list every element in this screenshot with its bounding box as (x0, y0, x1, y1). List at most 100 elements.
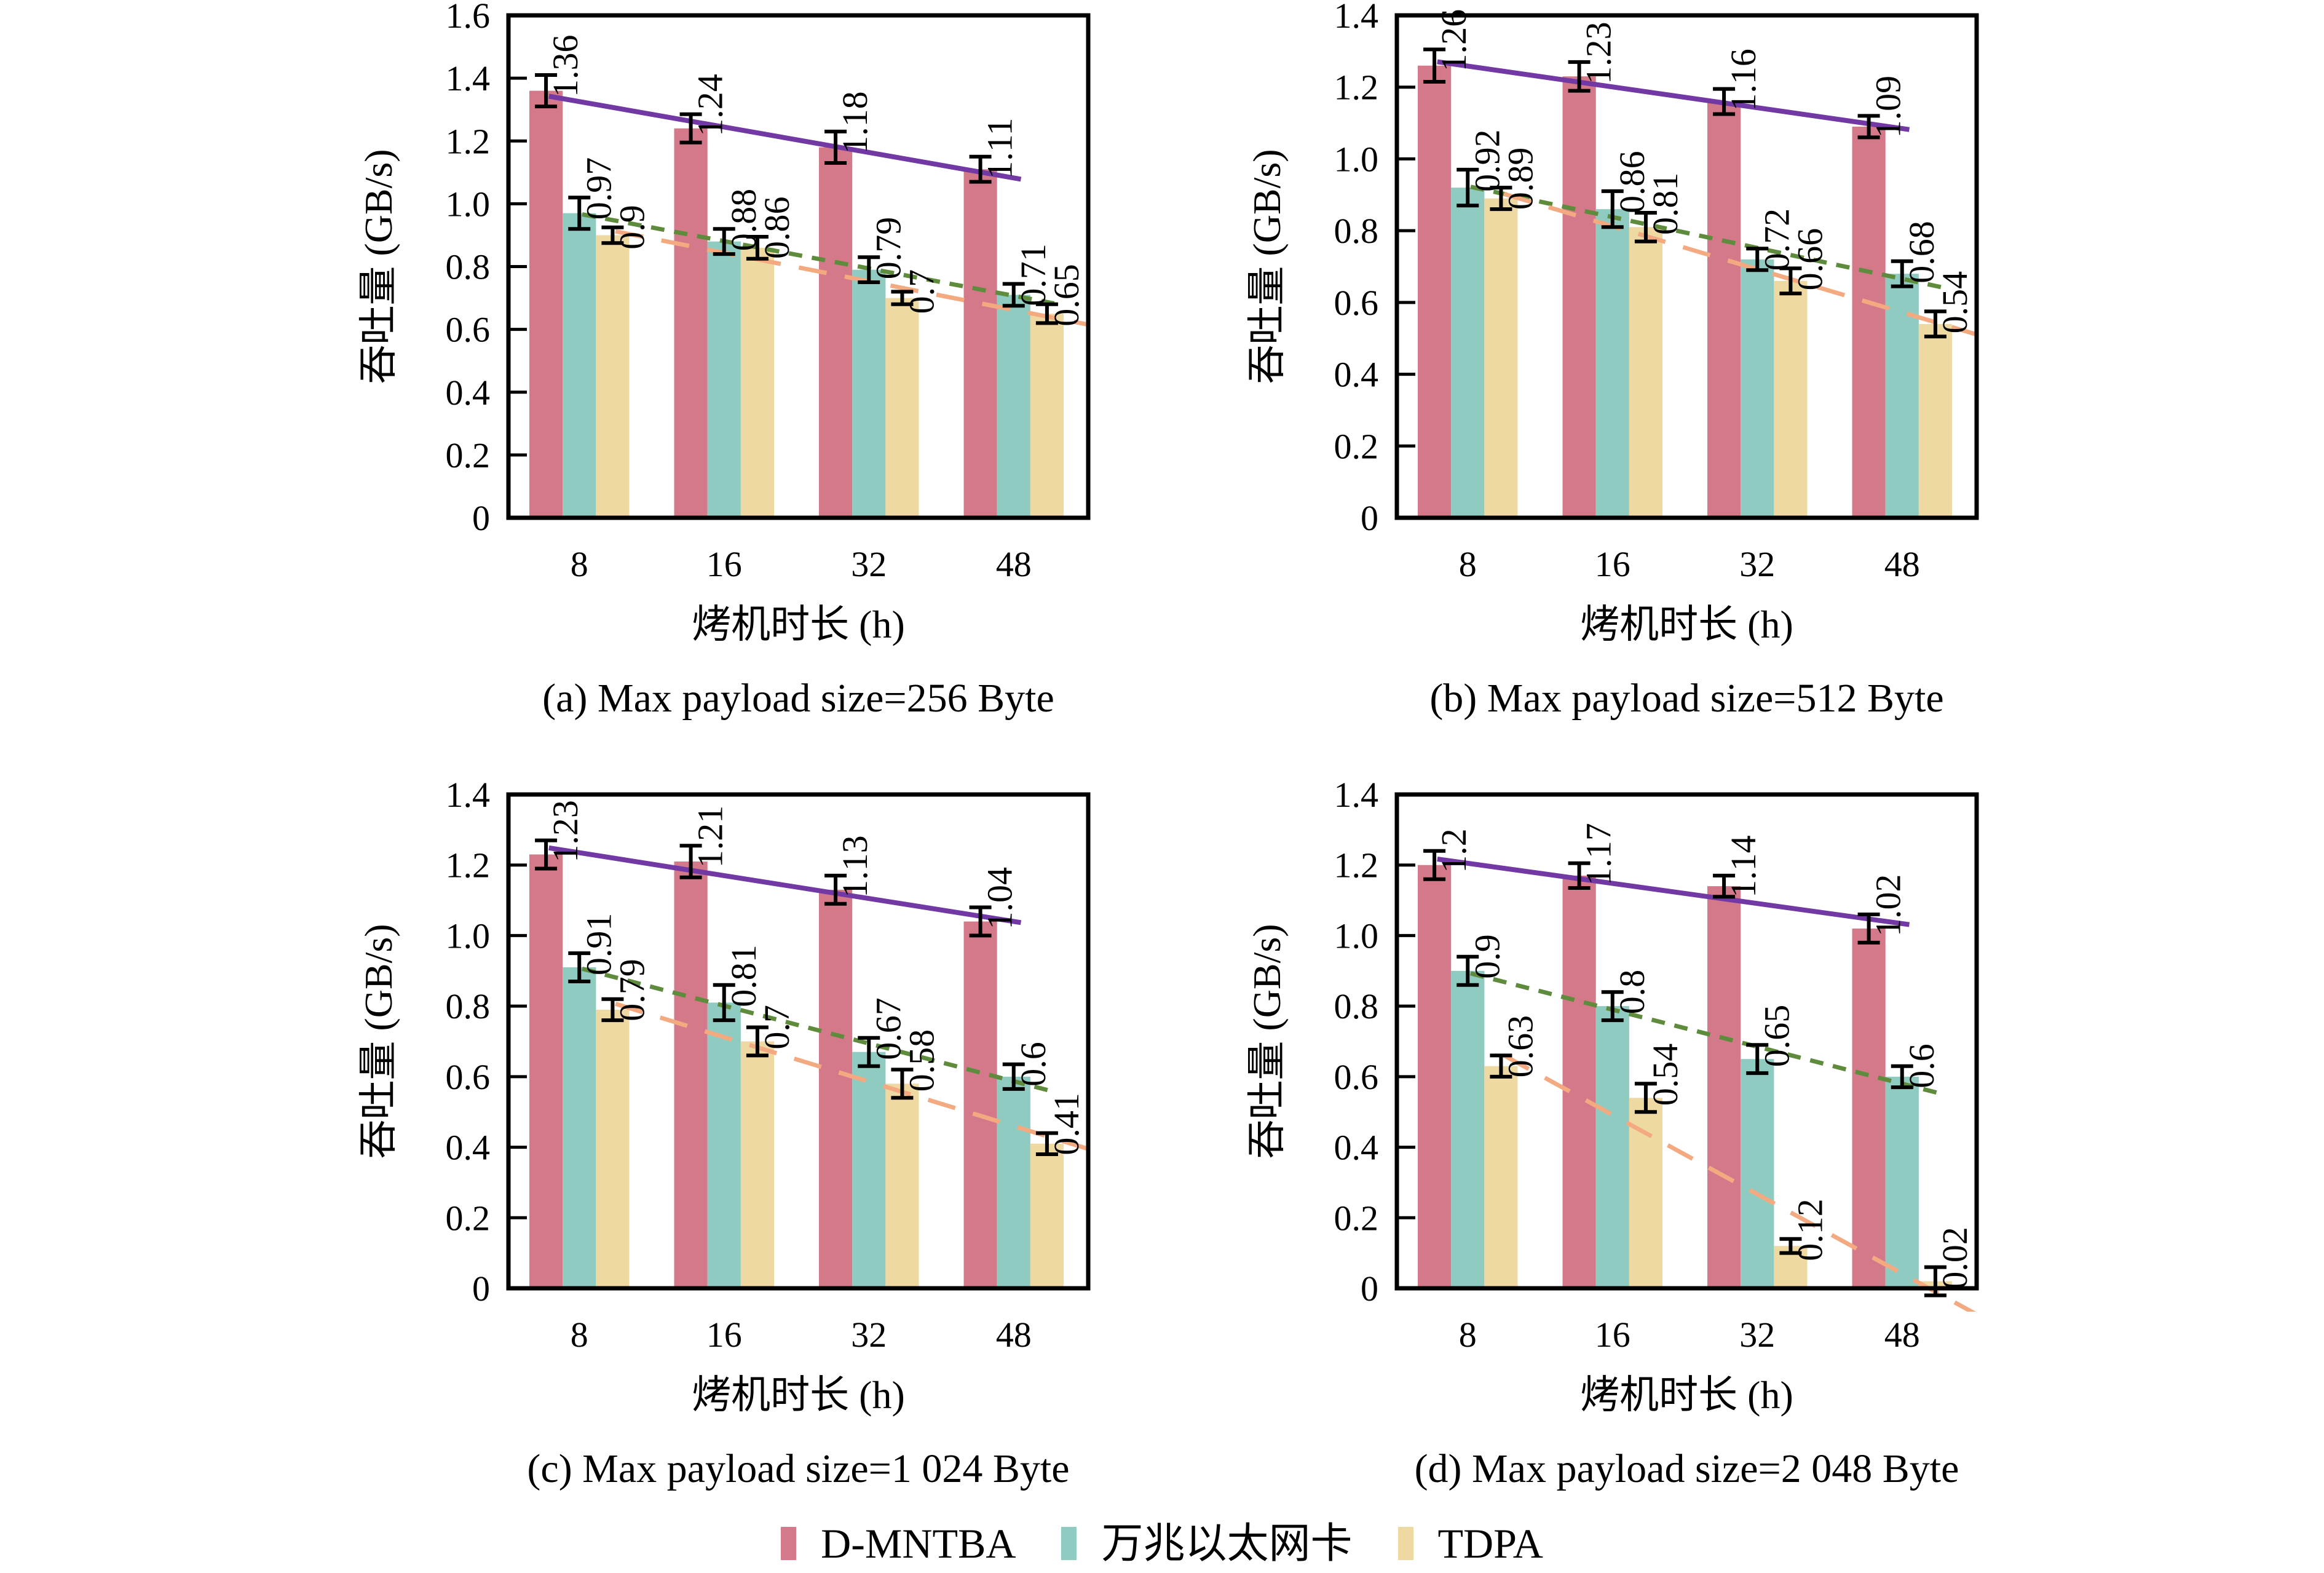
y-tick-label: 0.4 (446, 373, 491, 413)
value-label-d-mntba-16h: 1.24 (690, 74, 730, 137)
y-tick-label: 0.2 (446, 435, 491, 475)
y-tick-label: 1.6 (446, 0, 491, 36)
value-label-10g-ethernet-nic-32h: 0.72 (1757, 208, 1796, 271)
error-bars-d-mntba (1423, 849, 1880, 945)
y-tick-label: 1.0 (1334, 139, 1379, 179)
bar-10g-ethernet-nic-48h (997, 1076, 1030, 1288)
y-tick-label: 0 (472, 498, 490, 538)
value-label-d-mntba-8h: 1.36 (545, 35, 585, 98)
bar-d-mntba-48h (1852, 929, 1886, 1288)
bar-10g-ethernet-nic-8h (563, 967, 596, 1288)
bar-d-mntba-48h (963, 169, 997, 518)
y-tick-label: 1.0 (446, 184, 491, 224)
bars-d-mntba (1418, 65, 1886, 518)
value-label-10g-ethernet-nic-16h: 0.8 (1612, 970, 1652, 1015)
value-label-tdpa-48h: 0.65 (1046, 264, 1086, 327)
x-tick-label: 8 (1459, 1315, 1477, 1355)
y-tick-label: 0.2 (1334, 426, 1379, 466)
y-tick-label: 0.8 (1334, 986, 1379, 1026)
trend-line-10g-ethernet-nic (582, 967, 1055, 1094)
bars-d-mntba (1418, 865, 1886, 1288)
subplot-a: 1.361.24 1.18 1.110.970.88 0.79 0.710.9 0.860… (357, 0, 1091, 721)
bar-tdpa-48h (1918, 323, 1952, 518)
value-label-10g-ethernet-nic-48h: 0.6 (1013, 1042, 1053, 1087)
bars-tdpa (1484, 1066, 1952, 1288)
value-label-d-mntba-16h: 1.21 (690, 806, 730, 868)
y-tick-label: 1.4 (1334, 775, 1379, 815)
value-label-d-mntba-48h: 1.09 (1868, 76, 1908, 138)
bar-d-mntba-16h (674, 862, 708, 1288)
value-label-tdpa-48h: 0.54 (1935, 271, 1975, 334)
plot-border (506, 792, 1091, 1291)
value-label-10g-ethernet-nic-8h: 0.97 (579, 157, 619, 220)
bar-10g-ethernet-nic-8h (563, 213, 596, 518)
trend-line-10g-ethernet-nic (582, 212, 1055, 306)
value-label-tdpa-48h: 0.41 (1046, 1093, 1086, 1155)
y-tick-label: 0.4 (446, 1128, 491, 1168)
bar-d-mntba-32h (819, 147, 853, 518)
error-bars-10g-ethernet-nic (1456, 167, 1913, 288)
bar-d-mntba-16h (674, 128, 708, 518)
subplot-caption: (d) Max payload size=2 048 Byte (1415, 1446, 1959, 1491)
y-tick-label: 1.0 (446, 916, 491, 956)
y-tick-label: 1.4 (1334, 0, 1379, 36)
subplot-caption: (b) Max payload size=512 Byte (1429, 676, 1943, 721)
bar-d-mntba-8h (1418, 865, 1452, 1288)
x-tick-label: 16 (706, 544, 742, 584)
x-tick-label: 8 (1459, 544, 1477, 584)
bar-d-mntba-32h (1707, 886, 1741, 1288)
trend-line-tdpa (1503, 1053, 1977, 1312)
plot-border (1394, 792, 1979, 1291)
y-tick-label: 0.8 (446, 247, 491, 287)
y-tick-label: 1.2 (1334, 846, 1379, 886)
bar-10g-ethernet-nic-32h (852, 1052, 886, 1288)
bar-10g-ethernet-nic-32h (852, 269, 886, 518)
y-tick-label: 0.4 (1334, 1128, 1379, 1168)
bar-10g-ethernet-nic-8h (1451, 188, 1485, 518)
trend-line-10g-ethernet-nic (1470, 971, 1943, 1096)
bar-d-mntba-8h (1418, 65, 1452, 518)
y-tick-label: 0.2 (1334, 1198, 1379, 1238)
value-label-10g-ethernet-nic-48h: 0.71 (1013, 244, 1053, 306)
bars-10g-ethernet-nic (1451, 970, 1919, 1288)
value-label-tdpa-32h: 0.66 (1790, 228, 1830, 291)
bars-d-mntba (529, 90, 997, 518)
value-label-d-mntba-16h: 1.17 (1579, 823, 1619, 886)
value-label-10g-ethernet-nic-16h: 0.81 (724, 945, 764, 1007)
error-bars-d-mntba (1423, 47, 1880, 140)
bar-10g-ethernet-nic-16h (1595, 1006, 1629, 1288)
error-bars-tdpa (601, 997, 1058, 1156)
value-label-d-mntba-32h: 1.14 (1723, 835, 1763, 898)
y-tick-label: 0.6 (446, 310, 491, 350)
plot-border (506, 13, 1091, 520)
legend-item-d-mntba: D-MNTBA (781, 1523, 1016, 1564)
x-axis-label: 烤机时长 (h) (1580, 1373, 1793, 1417)
value-label-tdpa-8h: 0.89 (1501, 148, 1541, 210)
bar-10g-ethernet-nic-48h (1885, 1076, 1919, 1288)
y-tick-label: 0.2 (446, 1198, 491, 1238)
bars-10g-ethernet-nic (563, 213, 1030, 518)
x-tick-label: 16 (1595, 1315, 1630, 1355)
legend-swatch-d-mntba (781, 1527, 797, 1560)
bar-10g-ethernet-nic-8h (1451, 970, 1485, 1288)
y-tick-label: 1.4 (446, 775, 491, 815)
trend-line-tdpa (615, 1002, 1088, 1151)
x-tick-label: 8 (571, 1315, 588, 1355)
y-tick-label: 1.4 (446, 58, 491, 98)
legend-label-tdpa: TDPA (1437, 1520, 1543, 1567)
bars-d-mntba (529, 854, 997, 1288)
error-bars-tdpa (1490, 1053, 1947, 1298)
y-tick-label: 0.8 (446, 986, 491, 1026)
x-axis-label: 烤机时长 (h) (1580, 603, 1793, 646)
value-label-tdpa-8h: 0.9 (612, 205, 652, 250)
bar-tdpa-8h (596, 235, 630, 518)
bars-10g-ethernet-nic (1451, 188, 1919, 518)
x-tick-label: 32 (851, 544, 887, 584)
value-label-d-mntba-32h: 1.13 (835, 835, 875, 898)
x-tick-label: 32 (1739, 1315, 1775, 1355)
trend-line-tdpa (1503, 191, 1977, 336)
value-label-10g-ethernet-nic-16h: 0.86 (1612, 151, 1652, 213)
value-label-d-mntba-48h: 1.04 (980, 867, 1020, 930)
y-tick-label: 1.2 (1334, 68, 1379, 108)
